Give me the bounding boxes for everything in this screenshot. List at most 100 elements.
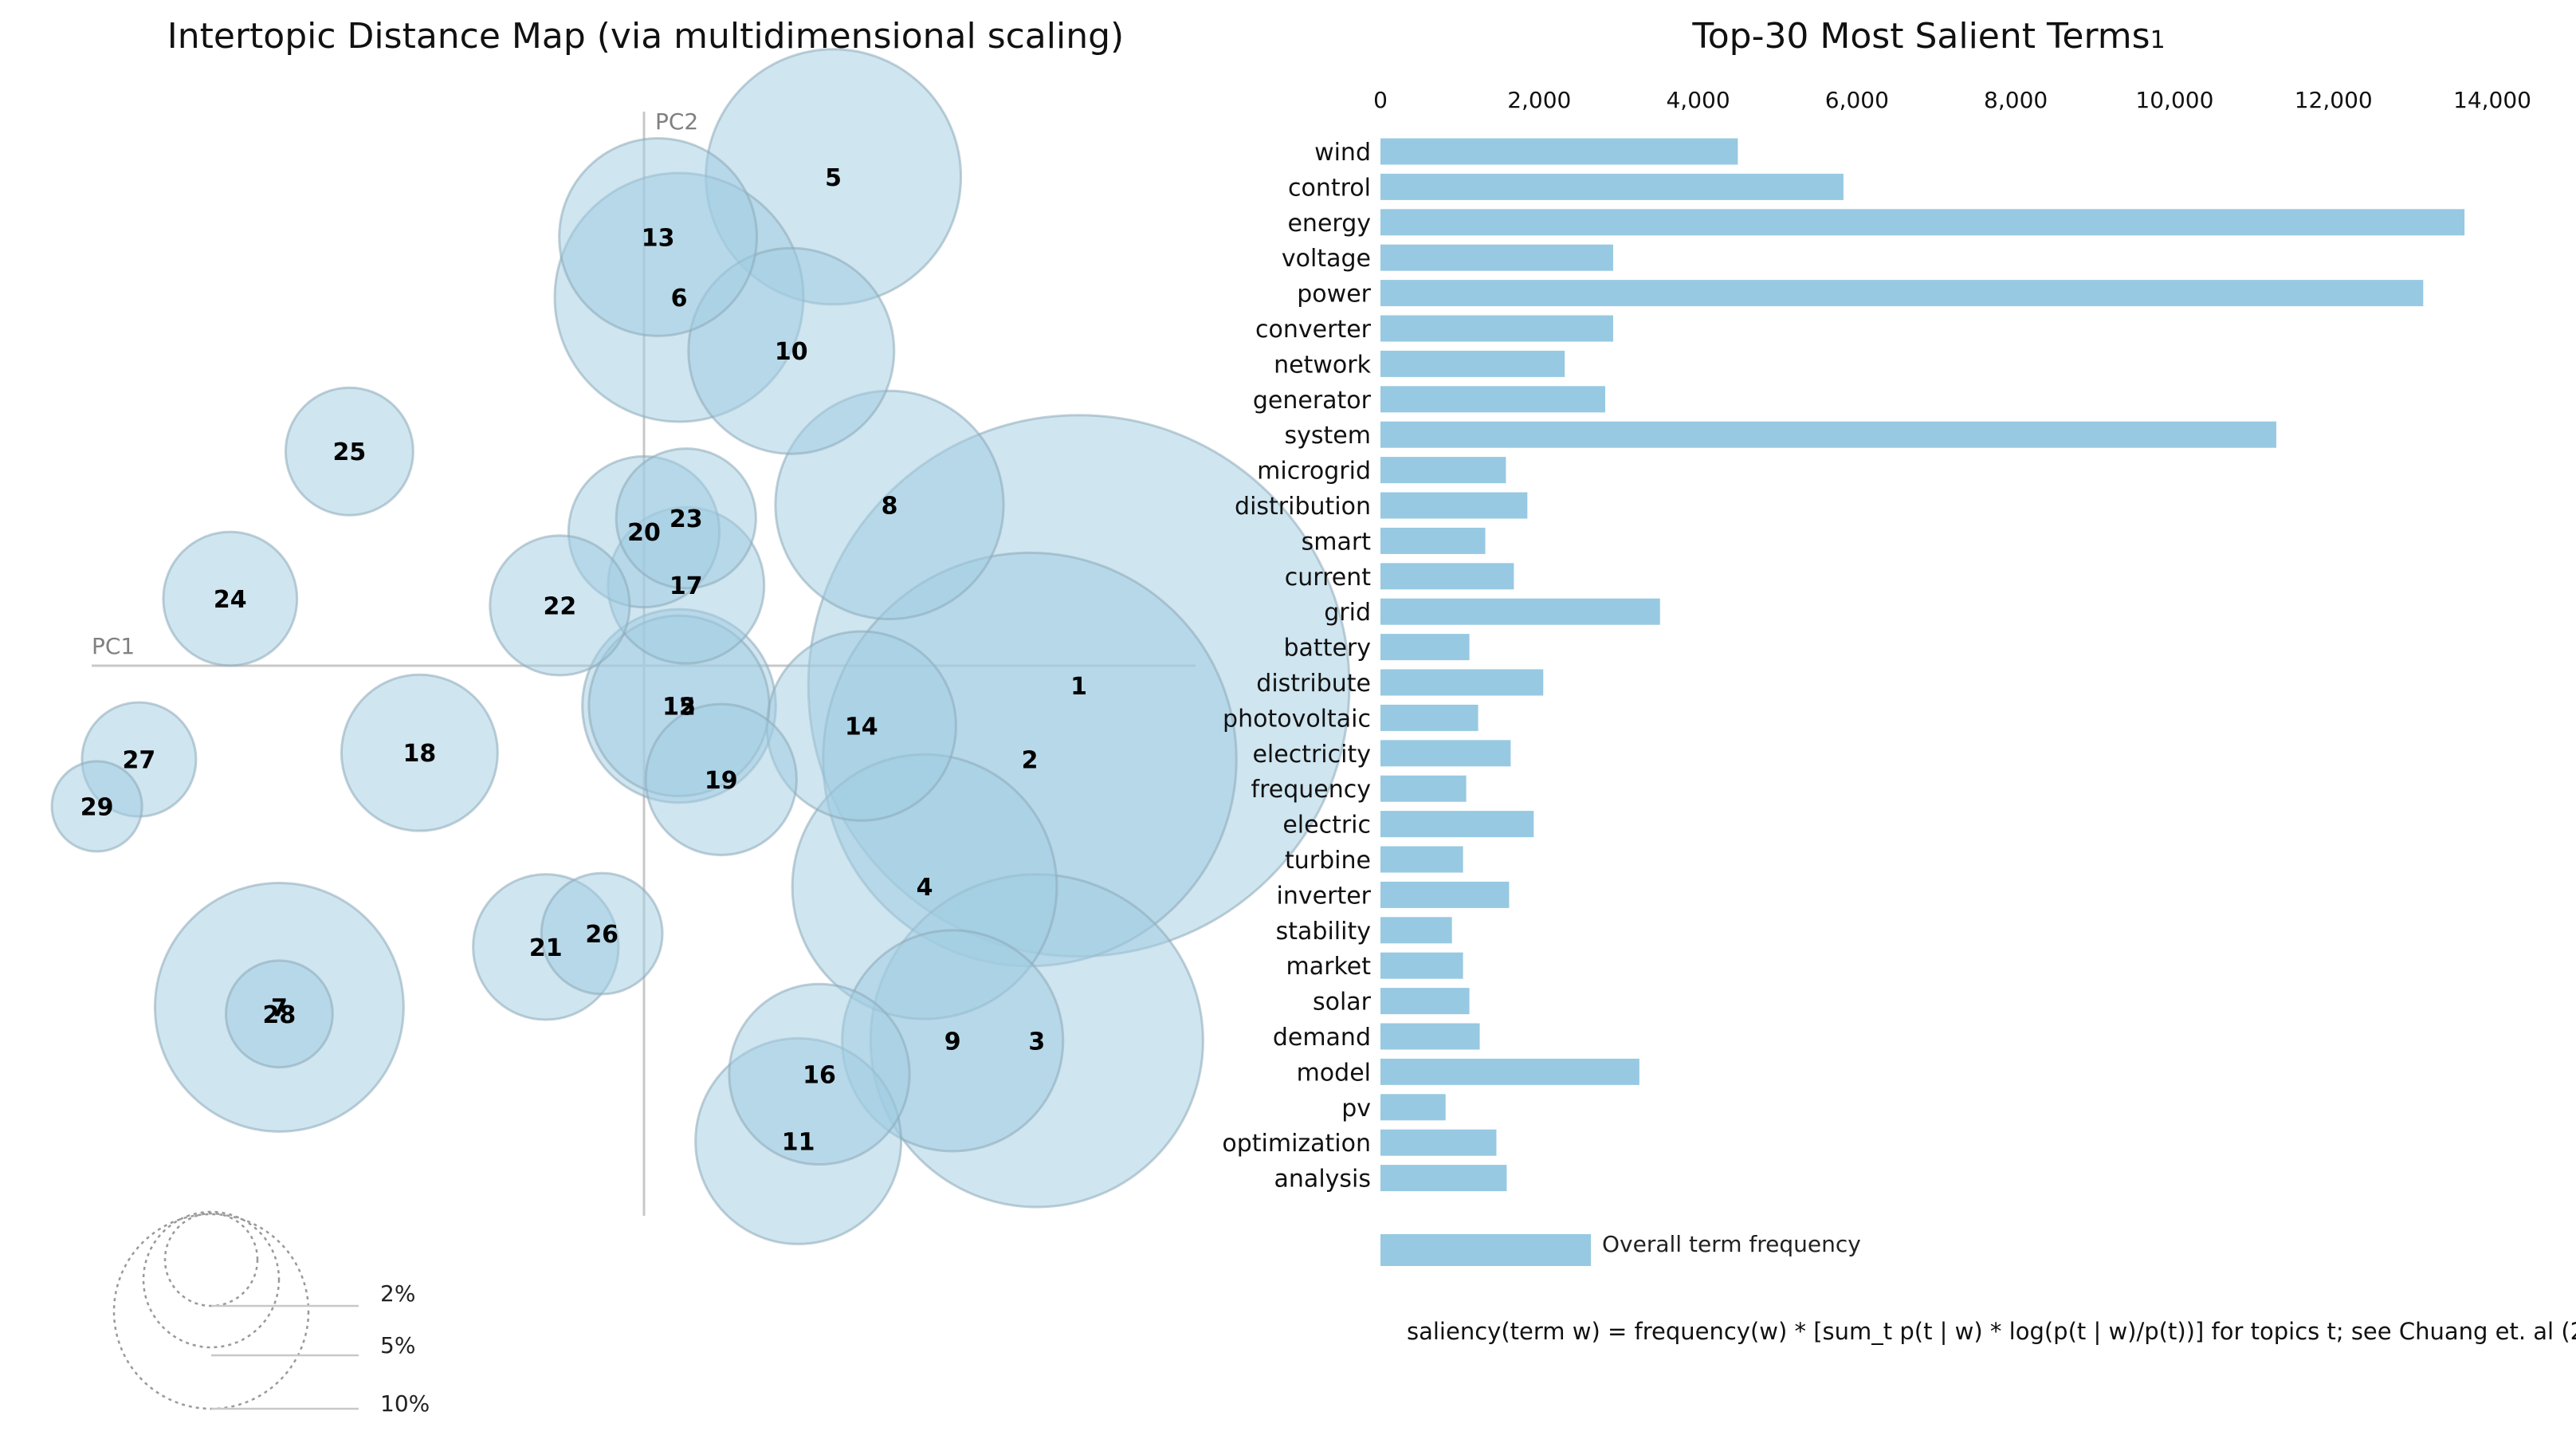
pc2-axis-label: PC2 <box>655 108 698 135</box>
bar-distribution[interactable] <box>1380 492 1528 519</box>
legend-circle-2pct <box>163 1212 259 1307</box>
bar-pv[interactable] <box>1380 1094 1446 1121</box>
term-label-converter[interactable]: converter <box>1255 316 1372 344</box>
term-label-inverter[interactable]: inverter <box>1277 882 1372 910</box>
bar-converter[interactable] <box>1380 315 1613 342</box>
legend-circle-10pct <box>112 1213 310 1410</box>
x-tick-label: 4,000 <box>1666 87 1730 113</box>
bar-turbine[interactable] <box>1380 846 1463 873</box>
topic-bubble-26[interactable] <box>540 871 664 996</box>
topic-bubbles <box>50 48 1351 1245</box>
topic-label-13: 13 <box>642 224 675 252</box>
term-label-solar[interactable]: solar <box>1313 989 1372 1016</box>
term-label-energy[interactable]: energy <box>1287 210 1371 238</box>
term-label-photovoltaic[interactable]: photovoltaic <box>1223 705 1371 733</box>
topic-label-10: 10 <box>775 338 808 366</box>
topic-bubble-19[interactable] <box>644 702 798 856</box>
topic-label-19: 19 <box>705 767 738 795</box>
topic-bubble-29[interactable] <box>50 760 143 853</box>
bar-distribute[interactable] <box>1380 669 1544 696</box>
topic-bubble-22[interactable] <box>489 534 631 677</box>
bar-energy[interactable] <box>1380 209 2465 236</box>
topic-label-27: 27 <box>123 747 156 775</box>
topic-bubble-18[interactable] <box>340 673 499 832</box>
term-label-power[interactable]: power <box>1297 281 1371 309</box>
bar-optimization[interactable] <box>1380 1129 1497 1156</box>
term-label-voltage[interactable]: voltage <box>1282 245 1371 273</box>
term-label-distribution[interactable]: distribution <box>1235 493 1371 521</box>
topic-bubble-10[interactable] <box>687 246 896 455</box>
term-label-generator[interactable]: generator <box>1253 387 1372 415</box>
bar-frequency[interactable] <box>1380 775 1467 802</box>
term-label-electricity[interactable]: electricity <box>1252 741 1371 769</box>
term-label-microgrid[interactable]: microgrid <box>1257 458 1371 486</box>
intertopic-map-title: Intertopic Distance Map (via multidimens… <box>167 16 1124 57</box>
term-label-control[interactable]: control <box>1288 174 1371 202</box>
bar-control[interactable] <box>1380 173 1844 200</box>
bar-power[interactable] <box>1380 280 2424 307</box>
term-label-smart[interactable]: smart <box>1302 528 1372 556</box>
bar-electricity[interactable] <box>1380 740 1511 767</box>
legend-label-10pct: 10% <box>380 1390 430 1417</box>
bar-analysis[interactable] <box>1380 1165 1507 1192</box>
bar-electric[interactable] <box>1380 811 1534 838</box>
intertopic-distance-panel: Intertopic Distance Map (via multidimens… <box>50 16 1351 1417</box>
term-label-network[interactable]: network <box>1274 351 1371 379</box>
bar-photovoltaic[interactable] <box>1380 704 1478 731</box>
topic-label-17: 17 <box>670 572 703 600</box>
bar-grid[interactable] <box>1380 598 1660 625</box>
topic-label-2: 2 <box>1022 747 1039 775</box>
topic-label-1: 1 <box>1070 673 1087 701</box>
term-label-turbine[interactable]: turbine <box>1285 847 1371 875</box>
bar-current[interactable] <box>1380 563 1514 590</box>
bar-demand[interactable] <box>1380 1023 1480 1050</box>
term-label-battery[interactable]: battery <box>1284 635 1372 663</box>
bar-network[interactable] <box>1380 350 1565 377</box>
x-tick-label: 8,000 <box>1984 87 2048 113</box>
topic-bubble-8[interactable] <box>774 389 1005 621</box>
topic-bubble-13[interactable] <box>558 136 759 337</box>
salient-terms-panel: Top-30 Most Salient Terms1 0 2,000 4,000 6,… <box>1222 16 2576 1345</box>
bar-solar[interactable] <box>1380 988 1470 1015</box>
term-label-frequency[interactable]: frequency <box>1251 776 1371 804</box>
term-label-stability[interactable]: stability <box>1276 918 1371 946</box>
saliency-formula-note: saliency(term w) = frequency(w) * [sum_t… <box>1407 1318 2576 1345</box>
topic-bubble-23[interactable] <box>615 447 757 590</box>
topic-label-6: 6 <box>671 285 688 313</box>
term-label-demand[interactable]: demand <box>1273 1024 1371 1052</box>
term-label-system[interactable]: system <box>1285 422 1371 450</box>
bar-smart[interactable] <box>1380 527 1486 554</box>
x-tick-label: 14,000 <box>2453 87 2531 113</box>
topic-label-29: 29 <box>80 793 114 821</box>
x-axis-ticks: 0 2,000 4,000 6,000 8,000 10,000 12,000 14,000 <box>1373 87 2531 113</box>
term-label-current[interactable]: current <box>1285 564 1371 592</box>
topic-label-18: 18 <box>403 740 437 768</box>
topic-bubble-25[interactable] <box>284 386 414 517</box>
bar-generator[interactable] <box>1380 386 1605 413</box>
term-label-analysis[interactable]: analysis <box>1274 1166 1371 1193</box>
bar-voltage[interactable] <box>1380 244 1613 271</box>
term-label-model[interactable]: model <box>1297 1059 1371 1087</box>
topic-bubble-24[interactable] <box>162 530 299 667</box>
bar-system[interactable] <box>1380 421 2276 448</box>
x-tick-label: 0 <box>1373 87 1388 113</box>
term-label-distribute[interactable]: distribute <box>1256 670 1371 698</box>
bar-model[interactable] <box>1380 1058 1639 1085</box>
term-label-wind[interactable]: wind <box>1314 139 1371 167</box>
term-label-electric[interactable]: electric <box>1282 812 1371 840</box>
bar-wind[interactable] <box>1380 138 1738 165</box>
term-label-optimization[interactable]: optimization <box>1222 1130 1371 1158</box>
term-label-grid[interactable]: grid <box>1324 599 1371 627</box>
topic-label-3: 3 <box>1028 1028 1045 1056</box>
topic-bubble-16[interactable] <box>728 982 911 1166</box>
bar-microgrid[interactable] <box>1380 457 1506 484</box>
term-label-market[interactable]: market <box>1286 953 1372 981</box>
bar-market[interactable] <box>1380 952 1463 979</box>
bar-stability[interactable] <box>1380 917 1452 944</box>
bar-inverter[interactable] <box>1380 881 1510 908</box>
topic-bubble-28[interactable] <box>224 959 334 1069</box>
topic-label-12: 12 <box>662 693 696 721</box>
bar-battery[interactable] <box>1380 634 1470 661</box>
term-label-pv[interactable]: pv <box>1341 1095 1371 1123</box>
